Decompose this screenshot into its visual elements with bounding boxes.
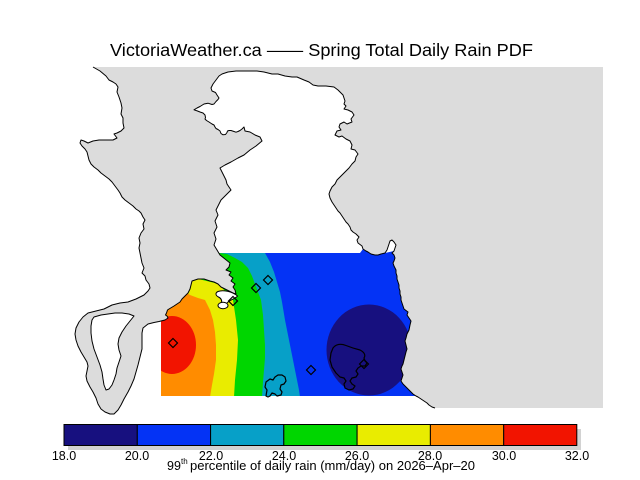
svg-text:30.0: 30.0 — [492, 449, 516, 463]
svg-text:VictoriaWeather.ca —— Spring T: VictoriaWeather.ca —— Spring Total Daily… — [110, 40, 533, 60]
svg-text:24.0: 24.0 — [272, 449, 296, 463]
svg-text:th: th — [181, 457, 188, 466]
svg-text:32.0: 32.0 — [565, 449, 589, 463]
svg-text:22.0: 22.0 — [199, 449, 223, 463]
svg-text:28.0: 28.0 — [418, 449, 442, 463]
svg-text:20.0: 20.0 — [125, 449, 149, 463]
svg-text:18.0: 18.0 — [52, 449, 76, 463]
svg-text:99: 99 — [167, 459, 181, 473]
svg-text:percentile of daily rain (mm/d: percentile of daily rain (mm/day) on 202… — [190, 459, 475, 473]
svg-text:26.0: 26.0 — [345, 449, 369, 463]
